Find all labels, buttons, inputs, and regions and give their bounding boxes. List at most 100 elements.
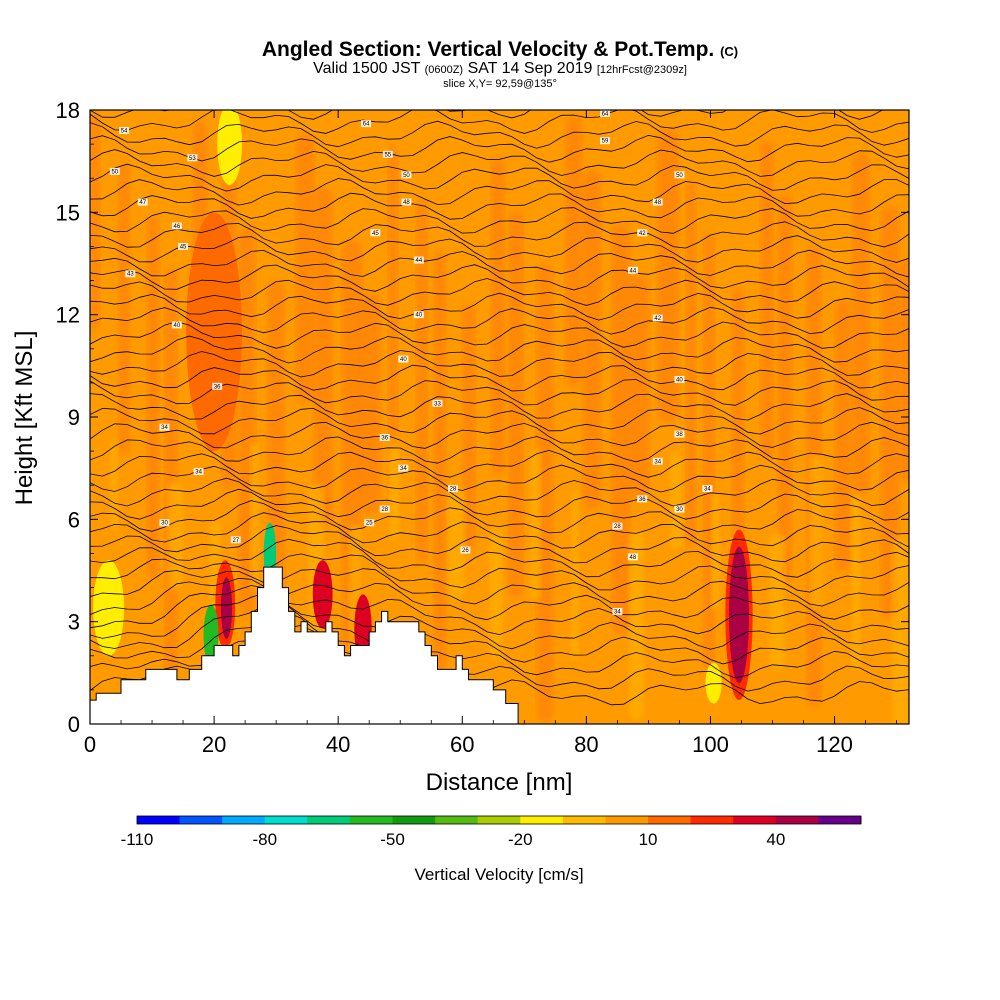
contour-label-box xyxy=(370,229,381,237)
isentrope-line xyxy=(90,538,909,578)
velocity-band xyxy=(388,146,398,438)
isentrope-line xyxy=(90,350,909,378)
contour-label: 44 xyxy=(413,256,424,264)
contour-label-box xyxy=(230,536,241,544)
colorbar-title: Vertical Velocity [cm/s] xyxy=(414,865,583,884)
contour-label-box xyxy=(627,553,638,561)
contour-label: 42 xyxy=(637,229,648,237)
velocity-band xyxy=(732,288,744,534)
contour-label: 53 xyxy=(187,154,198,162)
contour-label-box xyxy=(599,110,610,117)
contour-label: 45 xyxy=(370,229,381,237)
contour-label-box xyxy=(599,137,610,145)
isentrope-line xyxy=(90,500,909,535)
colorbar-swatch xyxy=(137,816,181,824)
copyright-mark: (C) xyxy=(720,44,739,59)
contour-label: 34 xyxy=(612,607,623,615)
contour-label-box xyxy=(171,222,182,230)
contour-label-box xyxy=(159,423,170,431)
isentrope-line xyxy=(90,335,909,364)
velocity-band xyxy=(508,211,524,598)
contour-label-text: 42 xyxy=(654,316,661,322)
contour-label: 44 xyxy=(627,266,638,274)
colorbar-tick-label: -20 xyxy=(508,830,533,849)
contour-label: 34 xyxy=(159,423,170,431)
velocity-band xyxy=(711,493,720,610)
contour-label-box xyxy=(627,266,638,274)
isentrope-line xyxy=(90,364,909,392)
contour-label: 50 xyxy=(674,171,685,179)
contour-label-box xyxy=(674,430,685,438)
contour-label: 34 xyxy=(652,457,663,465)
contour-label: 33 xyxy=(432,399,443,407)
contour-label-text: 36 xyxy=(381,435,388,441)
contour-label-text: 64 xyxy=(363,122,370,128)
velocity-band xyxy=(851,496,861,670)
velocity-cell xyxy=(217,110,243,186)
contour-label: 28 xyxy=(447,485,458,493)
isentrope-line xyxy=(90,421,909,449)
velocity-band xyxy=(670,452,682,550)
velocity-cell xyxy=(705,662,722,704)
contour-label-box xyxy=(652,314,663,322)
contour-label-box xyxy=(674,375,685,383)
contour-label-box xyxy=(364,519,375,527)
y-tick-label: 3 xyxy=(68,610,80,635)
x-tick-label: 60 xyxy=(450,732,474,757)
isentrope-line xyxy=(90,568,909,607)
contour-label-box xyxy=(652,457,663,465)
colorbar-swatch xyxy=(818,816,862,824)
velocity-band xyxy=(296,134,314,402)
y-tick-label: 18 xyxy=(56,98,80,123)
x-tick-label: 20 xyxy=(202,732,226,757)
isentrope-line xyxy=(90,612,909,679)
contour-label-text: 34 xyxy=(654,459,661,465)
velocity-band xyxy=(313,187,333,526)
contour-label-text: 26 xyxy=(462,548,469,554)
isentrope-line xyxy=(90,178,909,206)
contour-label-text: 28 xyxy=(614,524,621,530)
contour-label-text: 48 xyxy=(630,555,637,561)
colorbar-swatch xyxy=(179,816,223,824)
contour-label-text: 43 xyxy=(127,272,134,278)
contour-label-box xyxy=(612,522,623,530)
velocity-band xyxy=(491,158,505,474)
contour-label-text: 27 xyxy=(232,538,239,544)
x-axis: 0 20 40 60 80 100 120 xyxy=(84,110,897,757)
chart-title-text: Angled Section: Vertical Velocity & Pot.… xyxy=(261,38,715,61)
contour-label: 34 xyxy=(702,485,713,493)
contour-label: 50 xyxy=(401,171,412,179)
contour-label: 40 xyxy=(413,311,424,319)
velocity-band xyxy=(147,216,159,578)
contour-label: 38 xyxy=(674,430,685,438)
isentrope-line xyxy=(90,592,909,650)
contour-labels: 54 50 47 43 53 46 45 40 36 34 34 30 27 64 55 50 48 45 44 40… xyxy=(109,110,713,615)
y-tick-label: 15 xyxy=(56,200,80,225)
contour-label: 47 xyxy=(137,198,148,206)
isentrope-line xyxy=(90,110,884,120)
isentrope-line xyxy=(90,192,909,220)
contour-label: 64 xyxy=(361,120,372,128)
velocity-band xyxy=(489,528,503,660)
contour-label-text: 45 xyxy=(372,231,379,237)
x-tick-label: 40 xyxy=(326,732,350,757)
isentrope-line xyxy=(90,553,909,593)
velocity-band xyxy=(657,129,679,422)
contour-label-box xyxy=(109,167,120,175)
contour-label-text: 38 xyxy=(676,432,683,438)
isentrope-line xyxy=(90,249,909,278)
y-tick-label: 12 xyxy=(56,303,80,328)
contour-label: 25 xyxy=(364,519,375,527)
slice-info: slice X,Y= 92,59@135° xyxy=(443,78,557,90)
contour-label-text: 47 xyxy=(139,200,146,206)
isentrope-line xyxy=(90,449,909,478)
isentrope-line xyxy=(90,477,909,507)
contour-label-text: 45 xyxy=(180,244,187,250)
isentrope-line xyxy=(90,407,909,435)
colorbar-tick-label: -110 xyxy=(121,830,154,849)
contour-label-text: 34 xyxy=(161,425,168,431)
colorbar-swatch xyxy=(222,816,266,824)
velocity-band xyxy=(530,449,541,600)
colorbar-swatch xyxy=(690,816,734,824)
